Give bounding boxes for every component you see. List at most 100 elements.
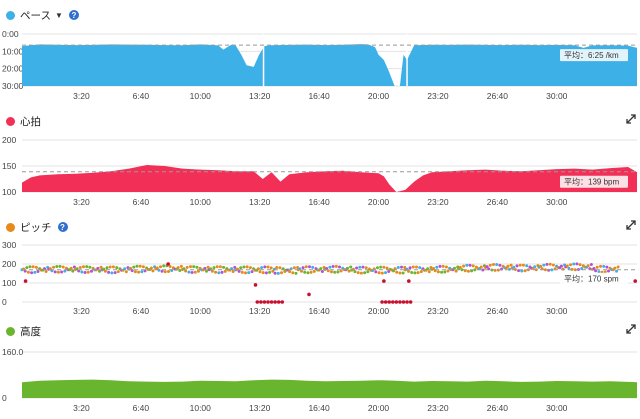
cadence-point [162, 264, 166, 268]
x-tick-label: 6:40 [133, 306, 150, 316]
cadence-point [192, 265, 196, 269]
elevation-dot [6, 326, 15, 336]
cadence-point [233, 265, 237, 269]
help-icon[interactable]: ? [68, 10, 79, 20]
cadence-point [407, 269, 410, 273]
cadence-point [358, 265, 362, 269]
cadence-outlier [166, 262, 170, 266]
cadence-point [385, 266, 389, 270]
cadence-point [28, 265, 32, 269]
x-tick-label: 13:20 [249, 197, 271, 207]
cadence-point [320, 270, 324, 273]
cadence-point [163, 270, 167, 274]
cadence-point [306, 271, 310, 275]
cadence-title: ピッチ [20, 221, 52, 234]
cadence-point [124, 270, 128, 274]
cadence-point [539, 264, 543, 268]
cadence-point [149, 266, 153, 270]
x-tick-label: 10:00 [190, 403, 212, 413]
cadence-point [304, 265, 308, 269]
cadence-point [395, 270, 399, 274]
cadence-point [99, 265, 103, 269]
x-tick-label: 13:20 [249, 403, 271, 413]
cadence-point [83, 271, 87, 274]
cadence-point [416, 271, 420, 275]
cadence-point [110, 271, 114, 275]
heart-chart: 100 150 200 平均：139 bpm 3:20 6:40 10:00 13:20 16:… [2, 135, 637, 207]
cadence-point [218, 265, 222, 269]
heart-title: 心拍 [20, 115, 41, 128]
cadence-point [338, 265, 341, 269]
cadence-point [157, 268, 161, 272]
elevation-title: 高度 [20, 325, 41, 338]
expand-icon[interactable] [626, 114, 636, 124]
cadence-point [71, 269, 75, 273]
cadence-point [61, 265, 65, 269]
elevation-panel: 高度 0 160.0 3:20 6:40 10:00 13:20 16:40 20:00 23:… [0, 322, 640, 418]
cadence-point [533, 265, 537, 269]
cadence-point [565, 264, 569, 268]
cadence-point [331, 265, 335, 268]
cadence-point [607, 269, 610, 273]
cadence-point [462, 264, 466, 268]
y-tick-label: 10:00 [2, 46, 24, 56]
cadence-point [206, 265, 210, 269]
cadence-point [380, 271, 384, 275]
cadence-point [129, 266, 133, 270]
cadence-point [498, 263, 502, 267]
cadence-point [589, 263, 593, 266]
cadence-point [80, 270, 84, 274]
expand-icon[interactable] [626, 324, 636, 334]
y-tick-label: 0 [2, 393, 7, 403]
cadence-point [215, 265, 219, 269]
cadence-point [359, 271, 363, 275]
heart-dot [6, 116, 15, 126]
cadence-point [268, 270, 272, 274]
x-tick-label: 6:40 [133, 403, 150, 413]
expand-icon[interactable] [626, 220, 636, 230]
cadence-point [220, 270, 224, 274]
cadence-point [203, 266, 207, 270]
cadence-point [512, 265, 516, 269]
cadence-point [382, 265, 386, 269]
cadence-point [88, 265, 92, 269]
cadence-point [189, 265, 192, 269]
y-tick-label: 150 [2, 161, 16, 171]
cadence-outlier [387, 300, 392, 304]
x-tick-label: 20:00 [368, 403, 390, 413]
y-tick-label: 100 [2, 187, 16, 197]
cadence-point [271, 269, 275, 273]
cadence-header: ピッチ ? [6, 218, 68, 236]
cadence-point [107, 270, 111, 274]
cadence-point [53, 270, 57, 274]
cadence-point [159, 265, 162, 269]
cadence-point [401, 271, 405, 275]
cadence-point [258, 270, 262, 274]
cadence-point [292, 266, 296, 270]
cadence-outlier [255, 300, 260, 304]
pace-header: ペース ▼ ? [6, 6, 79, 24]
cadence-point [231, 270, 235, 273]
cadence-point [443, 270, 447, 274]
cadence-point [291, 271, 295, 275]
cadence-point [133, 270, 137, 274]
cadence-point [113, 271, 117, 275]
cadence-outlier [633, 279, 638, 283]
cadence-point [280, 271, 283, 275]
cadence-panel: ピッチ ? 0 100 200 300 平均：170 spm 3:20 6:40 10:00 1… [0, 218, 640, 316]
cadence-point [377, 271, 381, 275]
cadence-point [379, 265, 383, 269]
y-tick-label: 0 [2, 297, 7, 307]
help-icon[interactable]: ? [57, 222, 68, 232]
cadence-point [542, 263, 546, 267]
pace-panel: ペース ▼ ? 0:00 10:00 20:00 30:00 平均：6:25 /km 3:… [0, 6, 640, 102]
cadence-point [364, 266, 368, 270]
x-tick-label: 23:20 [427, 91, 449, 101]
cadence-point [266, 265, 270, 269]
average-box [560, 272, 628, 285]
chevron-down-icon[interactable]: ▼ [54, 10, 63, 20]
cadence-point [319, 267, 323, 271]
cadence-point [615, 269, 618, 273]
cadence-point [602, 264, 606, 268]
cadence-point [247, 271, 251, 275]
